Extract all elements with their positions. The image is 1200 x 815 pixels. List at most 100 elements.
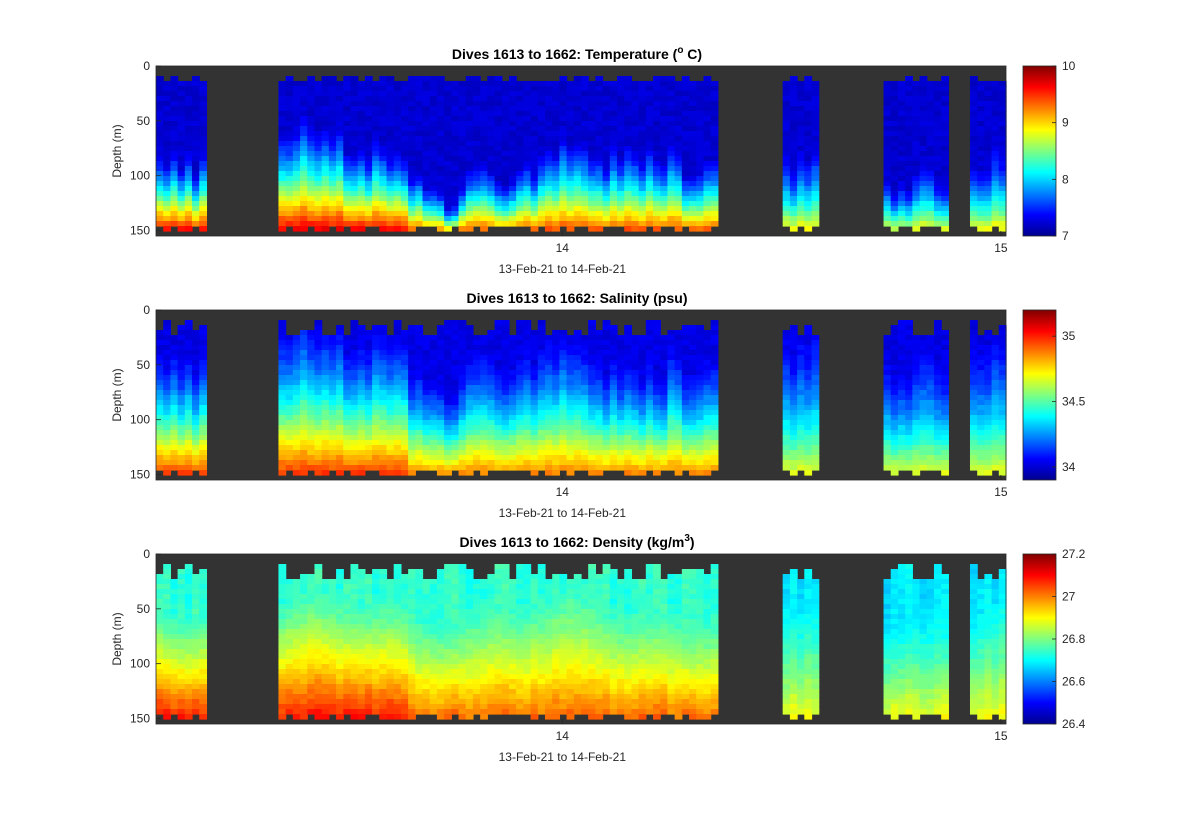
heatmap-cell <box>537 375 546 381</box>
heatmap-cell <box>631 106 640 112</box>
heatmap-cell <box>494 111 503 117</box>
heatmap-cell <box>314 335 323 341</box>
heatmap-cell <box>163 196 171 202</box>
heatmap-cell <box>977 211 985 217</box>
heatmap-cell <box>480 380 488 386</box>
heatmap-cell <box>890 141 899 147</box>
heatmap-cell <box>674 151 683 157</box>
heatmap-cell <box>566 216 575 222</box>
heatmap-cell <box>638 136 647 142</box>
heatmap-cell <box>328 460 337 466</box>
heatmap-cell <box>364 455 373 461</box>
heatmap-cell <box>782 201 791 207</box>
heatmap-cell <box>458 325 467 331</box>
heatmap-cell <box>480 335 488 341</box>
heatmap-cell <box>163 390 171 396</box>
heatmap-cell <box>969 221 978 227</box>
heatmap-cell <box>912 370 921 376</box>
heatmap-cell <box>897 330 906 336</box>
heatmap-cell <box>617 126 625 132</box>
heatmap-cell <box>710 161 719 167</box>
heatmap-cell <box>170 355 179 361</box>
heatmap-cell <box>292 221 301 227</box>
heatmap-cell <box>278 415 287 421</box>
heatmap-cell <box>170 455 179 461</box>
heatmap-cell <box>444 81 452 87</box>
heatmap-cell <box>674 420 683 426</box>
heatmap-cell <box>537 430 546 436</box>
heatmap-cell <box>667 400 676 406</box>
heatmap-cell <box>566 395 575 401</box>
heatmap-cell <box>609 440 618 446</box>
heatmap-cell <box>451 365 460 371</box>
heatmap-cell <box>609 350 618 356</box>
heatmap-cell <box>883 465 892 471</box>
heatmap-cell <box>624 131 633 137</box>
heatmap-cell <box>645 91 654 97</box>
heatmap-cell <box>192 380 200 386</box>
heatmap-cell <box>278 206 287 212</box>
heatmap-cell <box>307 101 316 107</box>
heatmap-cell <box>631 91 640 97</box>
heatmap-cell <box>314 445 323 451</box>
heatmap-cell <box>638 166 647 172</box>
heatmap-cell <box>170 171 179 177</box>
heatmap-cell <box>883 116 892 122</box>
heatmap-cell <box>501 400 510 406</box>
heatmap-cell <box>458 465 467 471</box>
heatmap-cell <box>415 151 424 157</box>
heatmap-cell <box>609 385 618 391</box>
heatmap-cell <box>789 86 798 92</box>
heatmap-cell <box>890 136 899 142</box>
heatmap-cell <box>617 171 625 177</box>
heatmap-cell <box>300 345 308 351</box>
heatmap-cell <box>292 161 301 167</box>
heatmap-cell <box>552 415 560 421</box>
heatmap-cell <box>890 330 899 336</box>
heatmap-cell <box>595 465 604 471</box>
heatmap-cell <box>451 176 460 182</box>
heatmap-cell <box>357 395 366 401</box>
heatmap-cell <box>508 370 517 376</box>
heatmap-cell <box>343 410 352 416</box>
heatmap-cell <box>436 440 445 446</box>
heatmap-cell <box>451 435 460 441</box>
heatmap-cell <box>508 340 517 346</box>
heatmap-cell <box>782 81 791 87</box>
heatmap-cell <box>350 136 359 142</box>
heatmap-cell <box>977 101 985 107</box>
heatmap-cell <box>163 201 171 207</box>
heatmap-cell <box>372 380 380 386</box>
heatmap-cell <box>941 86 949 92</box>
heatmap-cell <box>199 96 208 102</box>
heatmap-cell <box>465 345 474 351</box>
heatmap-cell <box>465 211 474 217</box>
heatmap-cell <box>336 370 344 376</box>
heatmap-cell <box>933 375 942 381</box>
heatmap-cell <box>465 375 474 381</box>
heatmap-cell <box>523 365 532 371</box>
heatmap-cell <box>804 375 813 381</box>
heatmap-cell <box>379 141 388 147</box>
heatmap-cell <box>523 430 532 436</box>
heatmap-cell <box>199 405 208 411</box>
heatmap-cell <box>458 415 467 421</box>
heatmap-cell <box>364 360 373 366</box>
heatmap-cell <box>336 325 344 331</box>
heatmap-cell <box>811 345 820 351</box>
heatmap-cell <box>364 425 373 431</box>
heatmap-cell <box>436 191 445 197</box>
heatmap-cell <box>552 206 560 212</box>
heatmap-cell <box>883 176 892 182</box>
heatmap-cell <box>192 330 200 336</box>
heatmap-cell <box>465 465 474 471</box>
heatmap-cell <box>912 360 921 366</box>
heatmap-cell <box>631 156 640 162</box>
heatmap-cell <box>703 191 712 197</box>
heatmap-cell <box>559 181 568 187</box>
heatmap-cell <box>364 330 373 336</box>
heatmap-cell <box>789 420 798 426</box>
heatmap-cell <box>926 340 935 346</box>
heatmap-cell <box>494 375 503 381</box>
heatmap-cell <box>530 211 539 217</box>
